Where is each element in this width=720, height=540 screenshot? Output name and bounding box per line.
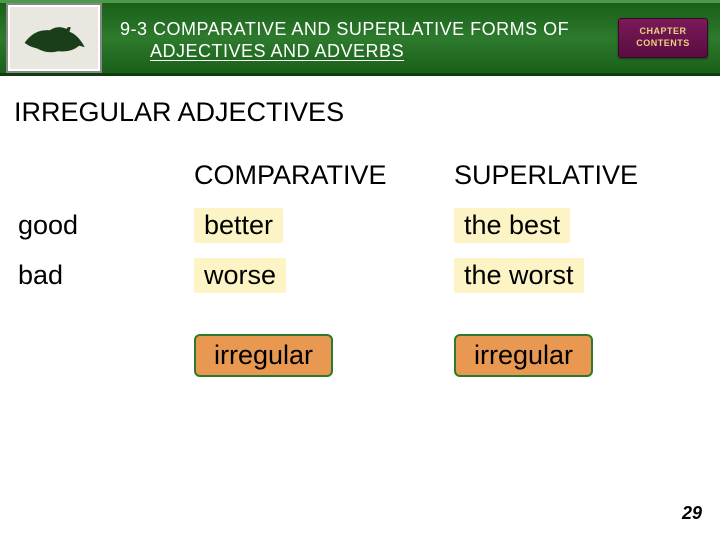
logo-box — [6, 3, 102, 73]
comparative-chip: better — [194, 208, 283, 243]
forms-table: COMPARATIVE SUPERLATIVE good better the … — [14, 150, 706, 380]
comparative-chip: worse — [194, 258, 286, 293]
table-footer-row: irregular irregular — [14, 330, 706, 380]
header-bar: 9-3 COMPARATIVE AND SUPERLATIVE FORMS OF… — [0, 0, 720, 76]
page-number: 29 — [682, 503, 702, 524]
col-header-comparative: COMPARATIVE — [194, 160, 454, 191]
superlative-chip: the best — [454, 208, 570, 243]
chapter-btn-line1: CHAPTER — [639, 26, 686, 38]
adjective-cell: good — [14, 210, 194, 241]
table-row: good better the best — [14, 200, 706, 250]
irregular-chip-comparative: irregular — [194, 334, 333, 377]
chapter-contents-button[interactable]: CHAPTER CONTENTS — [618, 18, 708, 58]
irregular-chip-superlative: irregular — [454, 334, 593, 377]
header-title: 9-3 COMPARATIVE AND SUPERLATIVE FORMS OF… — [102, 14, 618, 62]
table-header-row: COMPARATIVE SUPERLATIVE — [14, 150, 706, 200]
adjective-cell: bad — [14, 260, 194, 291]
lesson-title-line2: ADJECTIVES AND ADVERBS — [120, 41, 618, 62]
table-row: bad worse the worst — [14, 250, 706, 300]
content-area: IRREGULAR ADJECTIVES COMPARATIVE SUPERLA… — [0, 76, 720, 380]
bird-icon — [19, 13, 89, 63]
superlative-chip: the worst — [454, 258, 584, 293]
section-title: IRREGULAR ADJECTIVES — [14, 96, 706, 128]
lesson-title-line1: 9-3 COMPARATIVE AND SUPERLATIVE FORMS OF — [120, 18, 618, 41]
col-header-superlative: SUPERLATIVE — [454, 160, 684, 191]
chapter-btn-line2: CONTENTS — [636, 38, 690, 50]
